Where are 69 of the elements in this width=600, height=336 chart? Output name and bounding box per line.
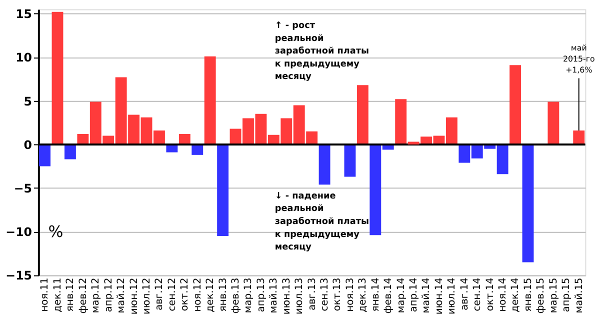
y-tick-label: −5 [14, 182, 32, 196]
x-tick-label: сен.13 [319, 278, 330, 312]
x-tick-label: фев.14 [383, 278, 394, 314]
x-tick-label: янв.12 [65, 278, 76, 312]
y-tick-label: −10 [6, 225, 32, 240]
x-tick-label: апр.12 [103, 278, 114, 312]
annotation: % [48, 222, 64, 241]
x-tick-label: ноя.12 [192, 278, 204, 312]
x-tick-label: авг.14 [459, 278, 470, 310]
x-tick-label: мар.14 [396, 278, 407, 314]
x-tick-label: май.12 [116, 278, 128, 314]
x-tick-label: дек.14 [510, 278, 522, 312]
x-tick-label: апр.15 [561, 278, 572, 312]
annotation: май 2015-го +1,6% [562, 44, 595, 74]
bar [166, 144, 178, 152]
bar [192, 144, 204, 155]
annotation: ↓ - падение реальной заработной платы к предыдущему месяцу [274, 191, 369, 253]
x-tick-label: окт.14 [484, 278, 496, 312]
x-tick-label: мар.12 [90, 278, 102, 314]
x-tick-label: апр.14 [408, 278, 420, 312]
x-tick-label: апр.13 [256, 278, 267, 312]
bar [356, 85, 368, 144]
bar [573, 130, 585, 144]
y-tick-label: 5 [24, 94, 32, 108]
annotation: ↑ - рост реальной заработной платы к предыдущему месяцу [274, 20, 369, 82]
x-tick-label: авг.13 [306, 278, 318, 310]
x-tick-label: июн.14 [434, 278, 445, 315]
x-tick-label: янв.14 [370, 278, 382, 312]
x-tick-label: май.14 [421, 278, 432, 314]
x-tick-label: мар.15 [548, 278, 560, 314]
bar [178, 134, 190, 144]
bar [39, 144, 51, 166]
x-tick-label: дек.13 [358, 278, 369, 312]
bar [510, 65, 522, 144]
x-tick-label: мар.13 [243, 278, 254, 314]
y-tick-label: 10 [16, 50, 32, 65]
bar [217, 144, 229, 236]
x-tick-label: май.15 [574, 278, 585, 314]
x-tick-label: дек.11 [52, 278, 64, 312]
y-tick-label: −15 [6, 268, 32, 283]
bar [52, 12, 64, 144]
x-tick-label: фев.15 [536, 278, 547, 314]
y-tick-label: 15 [16, 7, 32, 22]
x-tick-label: окт.13 [332, 278, 344, 312]
x-tick-label: ноя.13 [344, 278, 356, 312]
bar [318, 144, 330, 185]
y-tick-label: 0 [24, 138, 32, 152]
x-tick-label: ноя.11 [40, 278, 51, 312]
x-tick-label: июл.13 [294, 278, 306, 314]
bar [522, 144, 534, 262]
x-tick-label: сен.12 [166, 278, 178, 312]
x-tick-label: июл.12 [141, 278, 152, 314]
x-tick-label: дек.12 [205, 278, 216, 312]
bar [204, 56, 216, 144]
x-tick-label: июн.13 [281, 278, 292, 315]
x-tick-label: фев.13 [230, 278, 242, 314]
x-tick-label: окт.12 [180, 278, 191, 312]
bar [548, 102, 560, 144]
x-tick-label: авг.12 [154, 278, 166, 310]
x-tick-label: янв.15 [522, 278, 534, 312]
x-tick-label: ноя.14 [498, 278, 509, 312]
x-tick-label: май.13 [268, 278, 280, 314]
x-tick-label: июн.12 [128, 278, 140, 315]
bar [64, 144, 76, 160]
bar [344, 144, 356, 177]
x-tick-label: сен.14 [472, 278, 484, 312]
x-tick-label: фев.12 [78, 278, 89, 314]
x-tick-label: июл.14 [446, 278, 458, 314]
x-tick-label: янв.13 [218, 278, 229, 312]
